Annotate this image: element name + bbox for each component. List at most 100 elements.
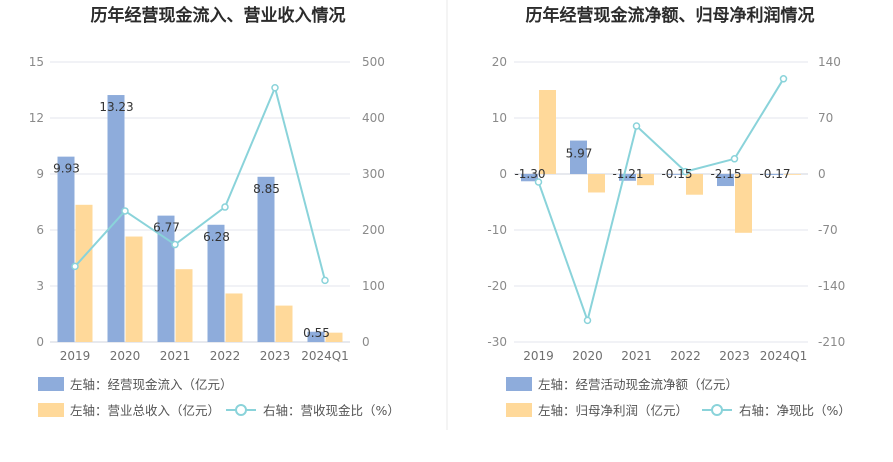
chart-panel-net-cash-net-profit: 历年经营现金流净额、归母净利润情况 -30 -20 -10 0 10 20 -210 -14… <box>487 5 851 418</box>
bar-data-label: -1.21 <box>612 167 643 181</box>
x-axis-tick-label: 2022 <box>670 349 701 363</box>
gridlines <box>514 61 808 343</box>
left-axis-tick-label: 0 <box>499 167 507 181</box>
chart-title: 历年经营现金流入、营业收入情况 <box>91 5 346 26</box>
bars <box>521 90 801 233</box>
bar-primary <box>157 215 175 342</box>
bar-primary <box>307 331 325 342</box>
x-axis-ticks: 2019 2020 2021 2022 2023 2024Q1 <box>60 349 349 363</box>
ratio-line-path <box>74 84 326 281</box>
left-axis-tick-label: 12 <box>29 111 44 125</box>
legend-label: 右轴：净现比（%） <box>739 403 851 418</box>
x-axis-tick-label: 2023 <box>719 349 750 363</box>
legend-marker-ratio <box>235 404 247 416</box>
bar-data-label: 9.93 <box>53 162 80 176</box>
left-axis-ticks: -30 -20 -10 0 10 20 <box>487 55 507 349</box>
legend-label: 左轴：经营现金流入（亿元） <box>70 377 233 392</box>
legend-label: 左轴：归母净利润（亿元） <box>538 403 688 418</box>
ratio-line-point <box>171 240 179 249</box>
x-axis-tick-label: 2020 <box>110 349 141 363</box>
legend-label: 左轴：营业总收入（亿元） <box>70 403 220 418</box>
ratio-line-point <box>321 276 329 285</box>
right-axis-tick-label: -210 <box>818 335 845 349</box>
ratio-line-point <box>121 207 129 215</box>
bars <box>57 95 343 342</box>
ratio-line-point <box>71 262 79 271</box>
x-axis-tick-label: 2024Q1 <box>760 349 808 363</box>
right-axis-tick-label: -140 <box>818 279 845 293</box>
right-axis-tick-label: 0 <box>362 335 370 349</box>
x-axis-tick-label: 2021 <box>621 349 652 363</box>
x-axis-tick-label: 2021 <box>160 349 191 363</box>
x-axis-tick-label: 2019 <box>60 349 91 363</box>
legend-swatch-cash-inflow <box>38 377 64 391</box>
x-axis-tick-label: 2022 <box>210 349 241 363</box>
bar-data-label: -2.15 <box>710 167 741 181</box>
gridlines <box>50 61 350 343</box>
right-axis-tick-label: 300 <box>362 167 385 181</box>
legend[interactable]: 左轴：经营活动现金流净额（亿元） 左轴：归母净利润（亿元） 右轴：净现比（%） <box>506 377 851 418</box>
ratio-line-point <box>632 122 641 130</box>
bar-secondary <box>735 174 752 233</box>
x-axis-tick-label: 2024Q1 <box>301 349 349 363</box>
bar-primary <box>766 174 783 175</box>
bar-data-label: 8.85 <box>253 182 280 196</box>
left-axis-tick-label: 3 <box>36 279 44 293</box>
right-axis-tick-label: 0 <box>818 167 826 181</box>
right-axis-tick-label: 100 <box>362 279 385 293</box>
ratio-line-path <box>537 78 785 324</box>
ratio-line <box>534 75 788 325</box>
ratio-line-point <box>779 75 788 83</box>
legend-label: 右轴：营收现金比（%） <box>263 403 400 418</box>
bar-data-label: 6.28 <box>203 230 230 244</box>
bar-data-label: 0.55 <box>303 326 330 340</box>
bar-secondary <box>325 332 343 342</box>
left-axis-tick-label: 9 <box>36 167 44 181</box>
bar-secondary <box>539 90 556 174</box>
bar-secondary <box>637 174 654 186</box>
right-axis-ticks: -210 -140 -70 0 70 140 <box>818 55 845 349</box>
bar-primary <box>668 174 685 175</box>
bar-data-label: -0.15 <box>661 167 692 181</box>
x-axis-tick-label: 2019 <box>523 349 554 363</box>
left-axis-tick-label: 0 <box>36 335 44 349</box>
bar-secondary <box>784 174 801 175</box>
legend-label: 左轴：经营活动现金流净额（亿元） <box>538 377 738 392</box>
ratio-line-point <box>221 203 229 211</box>
right-axis-tick-label: 400 <box>362 111 385 125</box>
data-labels: -1.30 5.97 -1.21 -0.15 -2.15 -0.17 <box>514 147 790 181</box>
bar-primary <box>619 174 636 181</box>
ratio-line-point <box>583 316 592 325</box>
bar-data-label: 5.97 <box>566 147 593 161</box>
bar-primary <box>57 156 75 342</box>
x-axis-tick-label: 2020 <box>572 349 603 363</box>
bar-data-label: 6.77 <box>153 221 180 235</box>
bar-secondary <box>175 269 193 342</box>
left-axis-ticks: 0 3 6 9 12 15 <box>29 55 44 349</box>
bar-data-label: -1.30 <box>514 167 545 181</box>
legend-swatch-net-profit <box>506 403 532 417</box>
chart-panel-cash-inflow-revenue: 历年经营现金流入、营业收入情况 0 3 6 9 12 15 0 100 200 300 400 50… <box>29 5 400 418</box>
bar-primary <box>521 174 538 182</box>
legend[interactable]: 左轴：经营现金流入（亿元） 左轴：营业总收入（亿元） 右轴：营收现金比（%） <box>38 377 400 418</box>
left-axis-tick-label: -20 <box>487 279 507 293</box>
left-axis-tick-label: 15 <box>29 55 44 69</box>
ratio-line-point <box>730 155 739 163</box>
left-axis-tick-label: 10 <box>492 111 507 125</box>
legend-swatch-revenue <box>38 403 64 417</box>
left-axis-tick-label: -10 <box>487 223 507 237</box>
left-axis-tick-label: 20 <box>492 55 507 69</box>
x-axis-tick-label: 2023 <box>260 349 291 363</box>
bar-secondary <box>275 305 293 342</box>
chart-title: 历年经营现金流净额、归母净利润情况 <box>526 5 815 26</box>
ratio-line-point <box>271 84 279 92</box>
bar-primary <box>257 176 275 342</box>
left-axis-tick-label: -30 <box>487 335 507 349</box>
right-axis-tick-label: 200 <box>362 223 385 237</box>
x-axis-ticks: 2019 2020 2021 2022 2023 2024Q1 <box>523 349 807 363</box>
bar-data-label: -0.17 <box>759 167 790 181</box>
legend-marker-net-cash-ratio <box>711 404 723 416</box>
right-axis-tick-label: 140 <box>818 55 841 69</box>
bar-primary <box>570 140 587 174</box>
